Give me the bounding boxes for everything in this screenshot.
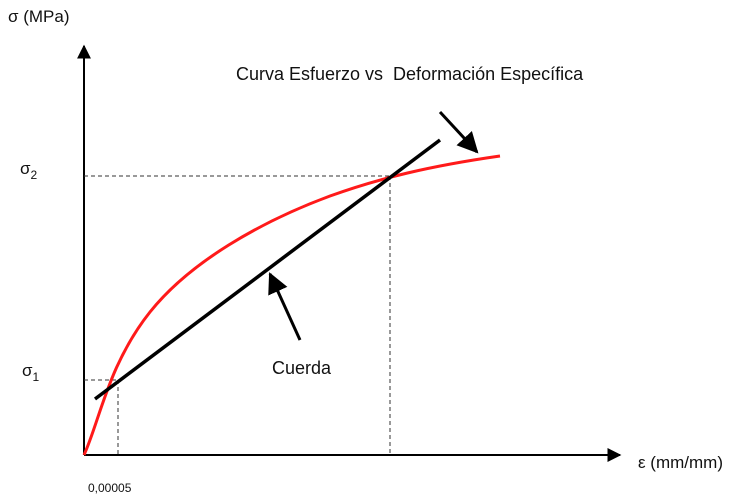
x-axis-label: ε (mm/mm): [638, 453, 723, 472]
chord-pointer: [268, 272, 302, 341]
strain-marker-label: 0,00005: [88, 481, 132, 495]
sigma1-symbol: σ: [22, 361, 33, 380]
curve-pointer: [438, 110, 479, 154]
sigma2-symbol: σ: [20, 159, 31, 178]
guides: [84, 175, 391, 455]
sigma1-subscript: 1: [33, 370, 40, 384]
sigma2-label: σ2: [20, 159, 38, 182]
chord: [93, 138, 442, 401]
y-axis-label: σ (MPa): [8, 7, 70, 26]
stress-strain-curve: [82, 154, 501, 456]
sigma2-subscript: 2: [31, 168, 38, 182]
curve-label: Curva Esfuerzo vs Deformación Específica: [236, 64, 584, 84]
sigma1-label: σ1: [22, 361, 40, 384]
chord-label: Cuerda: [272, 358, 332, 378]
